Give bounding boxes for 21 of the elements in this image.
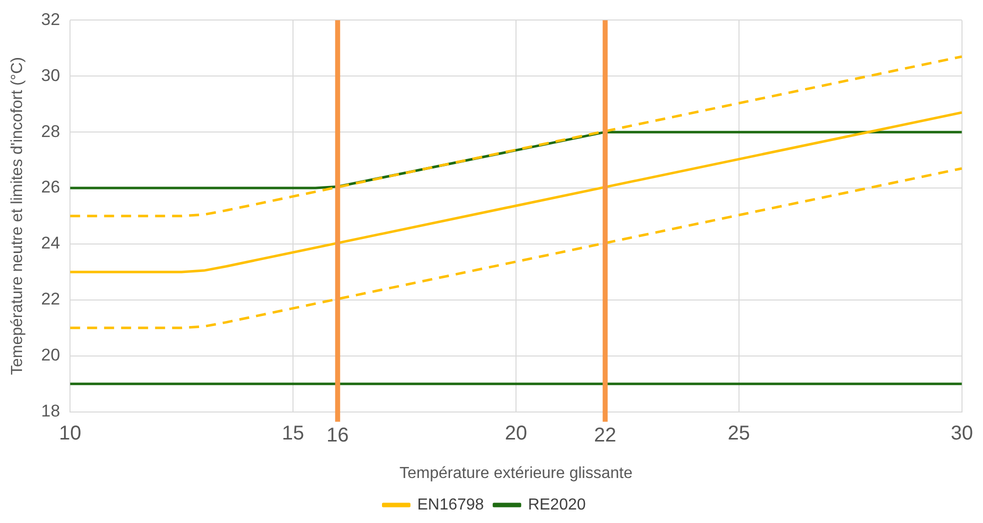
y-tick-label: 28 — [41, 122, 60, 141]
y-tick-label: 26 — [41, 178, 60, 197]
ref-line-label: 16 — [326, 424, 349, 446]
y-tick-label: 32 — [41, 10, 60, 29]
x-tick-label: 10 — [58, 422, 82, 444]
x-tick-label: 20 — [504, 422, 528, 444]
legend-label: EN16798 — [417, 496, 484, 514]
x-tick-label: 30 — [950, 422, 973, 444]
x-tick-label: 25 — [728, 422, 750, 444]
y-tick-label: 18 — [41, 401, 60, 420]
line-series — [70, 167, 962, 330]
ref-line-label: 22 — [594, 424, 616, 446]
y-axis-title: Temepérature neutre et limites d'incofort (°C) — [9, 56, 26, 376]
y-tick-label: 20 — [41, 346, 60, 365]
x-axis-title: Température extérieure glissante — [399, 464, 633, 482]
y-tick-label: 30 — [41, 66, 60, 85]
y-tick-label: 22 — [41, 290, 60, 309]
legend-label: RE2020 — [528, 496, 586, 514]
y-tick-label: 24 — [41, 234, 60, 253]
x-tick-label: 15 — [282, 422, 304, 444]
line-series — [70, 55, 962, 218]
